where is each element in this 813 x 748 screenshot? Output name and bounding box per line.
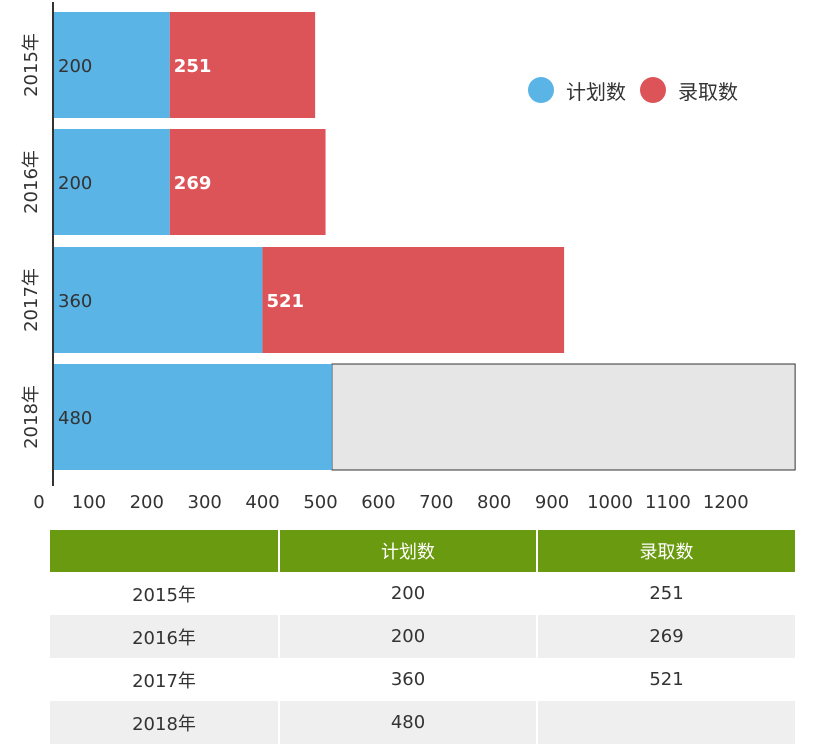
x-tick-label: 200 bbox=[130, 492, 164, 513]
x-tick-label: 800 bbox=[477, 492, 511, 513]
bar-plan bbox=[54, 12, 170, 118]
x-tick-label: 300 bbox=[188, 492, 222, 513]
x-tick-label: 600 bbox=[361, 492, 395, 513]
x-tick-label: 100 bbox=[72, 492, 106, 513]
x-tick-label: 1200 bbox=[703, 492, 749, 513]
table-cell-admitted: 521 bbox=[537, 658, 795, 701]
x-tick-label: 1100 bbox=[645, 492, 691, 513]
legend-swatch-plan bbox=[528, 77, 554, 103]
legend-swatch-admitted bbox=[640, 77, 666, 103]
bar-plan bbox=[54, 247, 263, 353]
table-row: 2017年 360 521 bbox=[50, 658, 795, 701]
chart-legend: 计划数 录取数 bbox=[528, 76, 752, 104]
x-tick-label: 700 bbox=[419, 492, 453, 513]
x-tick-label: 500 bbox=[303, 492, 337, 513]
table-cell-admitted: 269 bbox=[537, 615, 795, 658]
table-cell-year: 2018年 bbox=[50, 701, 280, 744]
bar-admitted bbox=[169, 129, 326, 235]
data-label-plan: 360 bbox=[58, 291, 92, 312]
bar-pending-segment bbox=[331, 363, 796, 471]
data-label-admitted: 269 bbox=[174, 173, 212, 194]
stacked-bar-chart: 200 251 2015年 200 269 2016年 360 521 2017年 480 2018… bbox=[21, 2, 796, 513]
table-header-year bbox=[50, 530, 280, 572]
y-tick-label: 2017年 bbox=[21, 268, 42, 332]
data-table: 计划数 录取数 2015年 200 251 2016年 200 269 2017… bbox=[50, 530, 795, 744]
table-header-plan: 计划数 bbox=[279, 530, 538, 572]
table-cell-plan: 480 bbox=[279, 701, 538, 744]
table-cell-plan: 200 bbox=[279, 615, 538, 658]
table-cell-plan: 360 bbox=[279, 658, 538, 701]
table-cell-year: 2015年 bbox=[50, 572, 280, 615]
legend-item-plan: 计划数 bbox=[528, 76, 626, 105]
bar-admitted bbox=[169, 12, 316, 118]
bar-plan bbox=[54, 129, 170, 235]
table-header-row: 计划数 录取数 bbox=[50, 530, 795, 572]
table-row: 2016年 200 269 bbox=[50, 615, 795, 658]
y-tick-label: 2016年 bbox=[21, 150, 42, 214]
bar-admitted bbox=[262, 247, 565, 353]
table-cell-admitted bbox=[537, 701, 795, 744]
legend-label-plan: 计划数 bbox=[566, 79, 626, 104]
data-label-plan: 200 bbox=[58, 56, 92, 77]
y-tick-label: 2015年 bbox=[21, 33, 42, 97]
table-header-admitted: 录取数 bbox=[537, 530, 795, 572]
x-tick-label: 900 bbox=[535, 492, 569, 513]
bar-plan bbox=[54, 364, 332, 470]
table-row: 2018年 480 bbox=[50, 701, 795, 744]
data-label-plan: 200 bbox=[58, 173, 92, 194]
legend-label-admitted: 录取数 bbox=[678, 79, 738, 104]
table-cell-plan: 200 bbox=[279, 572, 538, 615]
data-label-plan: 480 bbox=[58, 408, 92, 429]
x-tick-label: 400 bbox=[245, 492, 279, 513]
table-cell-admitted: 251 bbox=[537, 572, 795, 615]
y-tick-label: 2018年 bbox=[21, 385, 42, 449]
data-label-admitted: 521 bbox=[266, 291, 304, 312]
table-cell-year: 2016年 bbox=[50, 615, 280, 658]
table-row: 2015年 200 251 bbox=[50, 572, 795, 615]
x-tick-label: 0 bbox=[33, 492, 44, 513]
legend-item-admitted: 录取数 bbox=[640, 76, 738, 105]
x-tick-label: 1000 bbox=[587, 492, 633, 513]
table-cell-year: 2017年 bbox=[50, 658, 280, 701]
data-label-admitted: 251 bbox=[174, 56, 212, 77]
